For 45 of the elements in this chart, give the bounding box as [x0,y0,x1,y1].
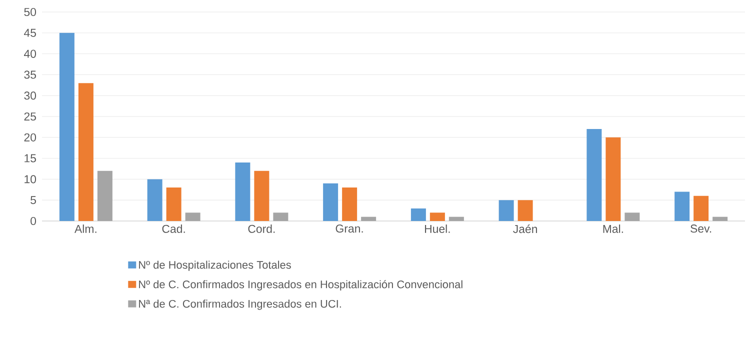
bar [518,200,533,221]
bar [59,32,74,221]
bar [342,188,358,221]
x-tick-label: Alm. [74,224,96,233]
bar [147,179,162,221]
legend-label: Nº de Hospitalizaciones Totales [139,260,291,271]
y-tick-label: 15 [24,154,36,162]
y-tick-label: 35 [24,70,36,79]
y-tick-label: 40 [24,50,36,58]
bar [273,212,288,221]
legend-label: Nº de C. Confirmados Ingresados en Hospitalización Convencional [139,280,462,290]
bar [323,183,338,221]
y-tick-label: 25 [24,112,36,121]
bar [694,196,709,221]
x-tick-label: Cad. [162,224,185,233]
y-tick-label: 30 [24,92,36,100]
bar [448,216,464,221]
y-tick-label: 0 [30,216,36,226]
bar [185,212,200,221]
bar [235,162,250,221]
bar [674,192,690,221]
bar [430,212,445,221]
legend-label: Nª de C. Confirmados Ingresados en UCI. [139,300,341,310]
bar [624,212,640,221]
y-tick-label: 10 [24,175,36,184]
y-tick-label: 45 [24,28,36,37]
bar [254,170,270,221]
x-tick-label: Gran. [336,224,363,233]
x-tick-label: Sev. [690,224,712,233]
bar [361,216,376,221]
x-tick-label: Mal. [603,224,623,233]
x-tick-label: Cord. [248,224,275,233]
bar [712,216,728,221]
bar [586,129,602,221]
x-tick-label: Jaén [513,224,537,234]
y-tick-label: 5 [30,196,36,204]
x-tick-label: Huel. [425,224,450,233]
bar [606,137,621,221]
bar [166,188,182,221]
bar [97,170,112,221]
bar [410,208,426,221]
y-tick-label: 20 [24,133,36,142]
bar [498,200,514,221]
y-tick-label: 50 [24,8,36,16]
bar [78,83,94,221]
